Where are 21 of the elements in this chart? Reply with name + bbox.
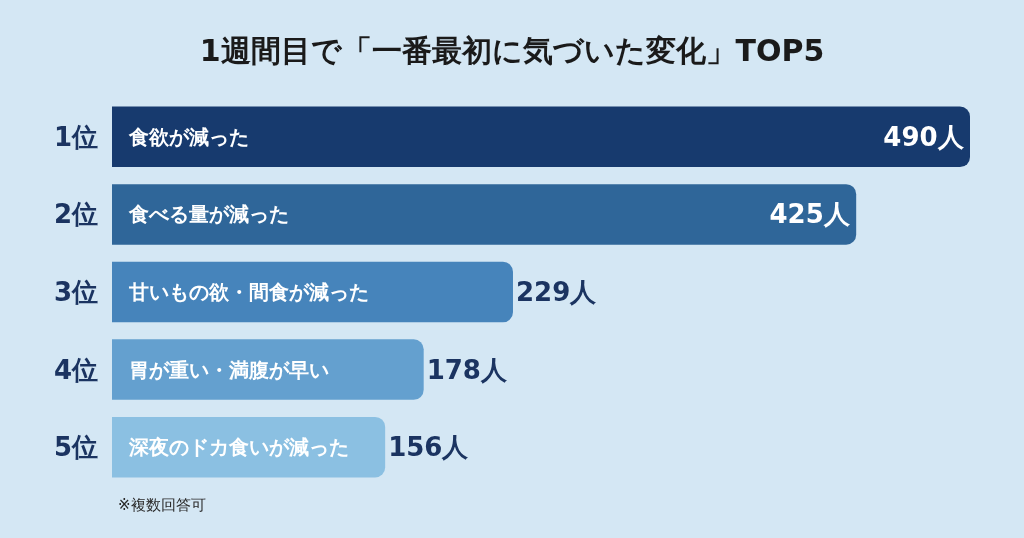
bar bbox=[112, 184, 857, 245]
data-label: 425人 bbox=[769, 199, 851, 230]
data-label: 490人 bbox=[883, 121, 965, 152]
text: 5位 bbox=[54, 432, 99, 462]
data-label: 229人 bbox=[515, 277, 598, 307]
bar bbox=[112, 106, 970, 168]
bar bbox=[112, 261, 513, 323]
chart-title: 1週間目で「一番最初に気づいた変化」TOP5 bbox=[199, 32, 825, 68]
y-tick-label: 食べる量が減った bbox=[128, 202, 289, 227]
y-tick-label: 食欲が減った bbox=[128, 124, 249, 149]
y-tick-label: 胃が重い・満腹が早い bbox=[129, 357, 329, 382]
data-label: 178人 bbox=[426, 354, 508, 385]
text: ※複数回答可 bbox=[118, 496, 206, 514]
text: 2位 bbox=[54, 199, 99, 229]
text: 3位 bbox=[54, 277, 99, 307]
y-tick-label: 深夜のドカ食いが減った bbox=[128, 435, 349, 460]
bar bbox=[112, 339, 424, 400]
text: 4位 bbox=[54, 355, 99, 385]
text: 1位 bbox=[54, 122, 99, 152]
y-tick-label: 甘いもの欲・間食が減った bbox=[128, 280, 369, 304]
data-label: 156人 bbox=[388, 432, 470, 463]
